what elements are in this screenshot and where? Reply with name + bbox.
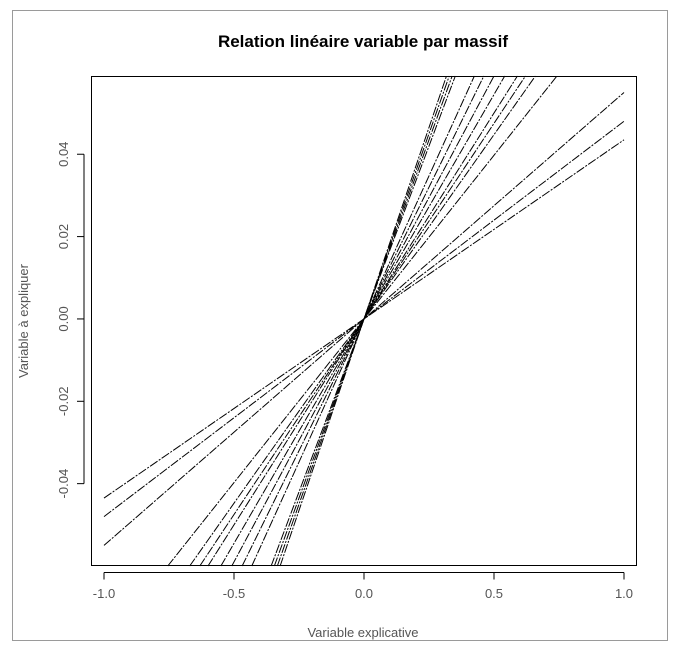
x-tick-label: 1.0 xyxy=(615,586,633,601)
y-axis-label: Variable à expliquer xyxy=(16,263,31,378)
plot-lines xyxy=(103,75,625,567)
y-tick-label: -0.04 xyxy=(56,469,71,499)
y-tick-label: 0.04 xyxy=(56,142,71,167)
x-tick-label: 0.5 xyxy=(485,586,503,601)
x-tick-label: 0.0 xyxy=(355,586,373,601)
x-axis-label: Variable explicative xyxy=(307,625,418,640)
series-line-15 xyxy=(279,75,447,567)
figure-frame xyxy=(12,10,668,641)
plot-area-border xyxy=(91,76,637,566)
y-axis: -0.04 -0.02 0.00 0.02 0.04 xyxy=(56,142,85,499)
x-axis: -1.0 -0.5 0.0 0.5 1.0 xyxy=(93,572,633,601)
y-tick-label: 0.00 xyxy=(56,306,71,331)
y-tick-label: 0.02 xyxy=(56,224,71,249)
series-line-7 xyxy=(207,75,518,567)
chart-title: Relation linéaire variable par massif xyxy=(218,32,508,51)
x-tick-label: -0.5 xyxy=(223,586,245,601)
x-tick-label: -1.0 xyxy=(93,586,115,601)
series-line-12 xyxy=(270,75,456,567)
y-tick-label: -0.02 xyxy=(56,386,71,416)
